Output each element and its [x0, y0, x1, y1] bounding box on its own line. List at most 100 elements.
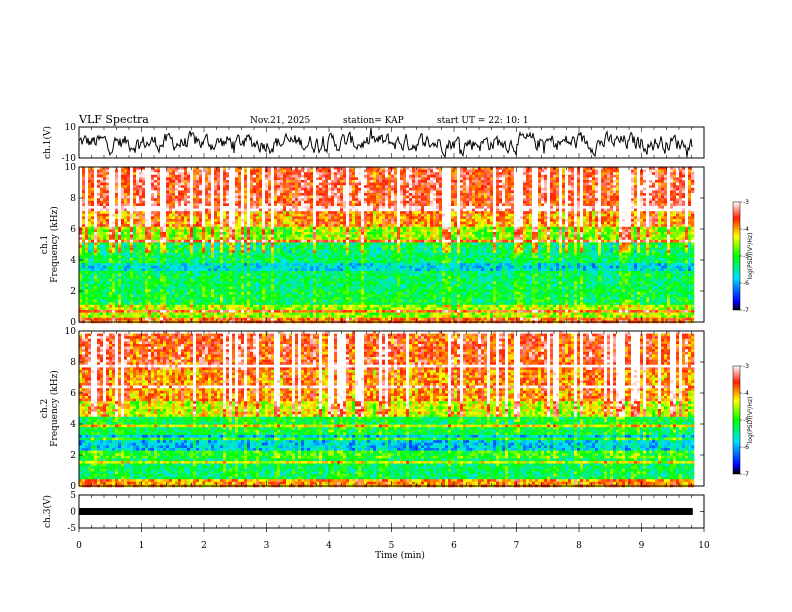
- spectrogram-cell: [493, 180, 496, 183]
- spectrogram-cell: [442, 216, 445, 219]
- spectrogram-cell: [382, 209, 385, 212]
- spectrogram-cell: [445, 227, 448, 230]
- spectrogram-cell: [319, 185, 322, 188]
- spectrogram-cell: [304, 219, 307, 222]
- spectrogram-cell: [148, 188, 151, 191]
- spectrogram-cell: [478, 219, 481, 222]
- spectrogram-cell: [532, 180, 535, 183]
- spectrogram-cell: [163, 183, 166, 186]
- spectrogram-cell: [373, 227, 376, 230]
- spectrogram-cell: [595, 211, 598, 214]
- spectrogram-cell: [298, 193, 301, 196]
- spectrogram-cell: [436, 180, 439, 183]
- ch1-waveform-panel: 10-10ch.1(V): [42, 123, 704, 164]
- spectrogram-cell: [565, 180, 568, 183]
- spectrogram-cell: [310, 224, 313, 227]
- spectrogram-cell: [424, 227, 427, 230]
- spectrogram-cell: [160, 193, 163, 196]
- spectrogram-cell: [88, 211, 91, 214]
- spectrogram-cell: [589, 224, 592, 227]
- spectrogram-cell: [592, 214, 595, 217]
- spectrogram-cell: [496, 196, 499, 199]
- spectrogram-cell: [679, 214, 682, 217]
- spectrogram-cell: [505, 201, 508, 204]
- spectrogram-cell: [430, 190, 433, 193]
- spectrogram-cell: [364, 203, 367, 206]
- spectrogram-cell: [613, 193, 616, 196]
- spectrogram-cell: [82, 170, 85, 173]
- spectrogram-cell: [637, 175, 640, 178]
- spectrogram-cell: [568, 224, 571, 227]
- spectrogram-cell: [469, 219, 472, 222]
- spectrogram-cell: [517, 211, 520, 214]
- spectrogram-cell: [550, 216, 553, 219]
- spectrogram-cell: [190, 201, 193, 204]
- spectrogram-cell: [175, 193, 178, 196]
- spectrogram-cell: [403, 180, 406, 183]
- spectrogram-cell: [403, 206, 406, 209]
- spectrogram-cell: [334, 177, 337, 180]
- spectrogram-cell: [304, 172, 307, 175]
- spectrogram-cell: [148, 203, 151, 206]
- spectrogram-cell: [202, 193, 205, 196]
- spectrogram-cell: [244, 170, 247, 173]
- spectrogram-cell: [529, 190, 532, 193]
- spectrogram-cell: [328, 193, 331, 196]
- spectrogram-cell: [649, 185, 652, 188]
- spectrogram-cell: [523, 216, 526, 219]
- spectrogram-cell: [616, 188, 619, 191]
- spectrogram-cell: [562, 201, 565, 204]
- spectrogram-cell: [502, 203, 505, 206]
- spectrogram-cell: [484, 216, 487, 219]
- spectrogram-cell: [292, 201, 295, 204]
- spectrogram-cell: [103, 224, 106, 227]
- spectrogram-cell: [163, 211, 166, 214]
- spectrogram-cell: [589, 211, 592, 214]
- spectrogram-cell: [625, 180, 628, 183]
- spectrogram-cell: [211, 214, 214, 217]
- spectrogram-cell: [463, 214, 466, 217]
- spectrogram-cell: [622, 170, 625, 173]
- spectrogram-cell: [328, 172, 331, 175]
- spectrogram-cell: [394, 193, 397, 196]
- spectrogram-cell: [163, 216, 166, 219]
- spectrogram-cell: [634, 203, 637, 206]
- spectrogram-cell: [118, 214, 121, 217]
- spectrogram-cell: [343, 214, 346, 217]
- spectrogram-cell: [127, 201, 130, 204]
- spectrogram-cell: [106, 224, 109, 227]
- spectrogram-cell: [529, 183, 532, 186]
- spectrogram-cell: [349, 177, 352, 180]
- spectrogram-cell: [460, 203, 463, 206]
- spectrogram-cell: [346, 227, 349, 230]
- spectrogram-cell: [220, 183, 223, 186]
- spectrogram-cell: [505, 216, 508, 219]
- spectrogram-cell: [382, 227, 385, 230]
- spectrogram-cell: [511, 175, 514, 178]
- spectrogram-cell: [304, 193, 307, 196]
- spectrogram-cell: [286, 203, 289, 206]
- spectrogram-cell: [211, 170, 214, 173]
- spectrogram-cell: [172, 185, 175, 188]
- spectrogram-cell: [190, 227, 193, 230]
- spectrogram-cell: [235, 183, 238, 186]
- spectrogram-cell: [244, 177, 247, 180]
- spectrogram-cell: [124, 170, 127, 173]
- spectrogram-cell: [592, 206, 595, 209]
- spectrogram-cell: [127, 188, 130, 191]
- spectrogram-cell: [664, 203, 667, 206]
- spectrogram-cell: [349, 170, 352, 173]
- spectrogram-cell: [643, 209, 646, 212]
- spectrogram-cell: [361, 214, 364, 217]
- spectrogram-cell: [88, 201, 91, 204]
- spectrogram-cell: [679, 219, 682, 222]
- spectrogram-cell: [193, 190, 196, 193]
- spectrogram-cell: [688, 175, 691, 178]
- spectrogram-cell: [685, 198, 688, 201]
- spectrogram-cell: [94, 175, 97, 178]
- spectrogram-cell: [406, 206, 409, 209]
- spectrogram-cell: [556, 219, 559, 222]
- spectrogram-cell: [478, 190, 481, 193]
- spectrogram-cell: [304, 170, 307, 173]
- spectrogram-cell: [256, 227, 259, 230]
